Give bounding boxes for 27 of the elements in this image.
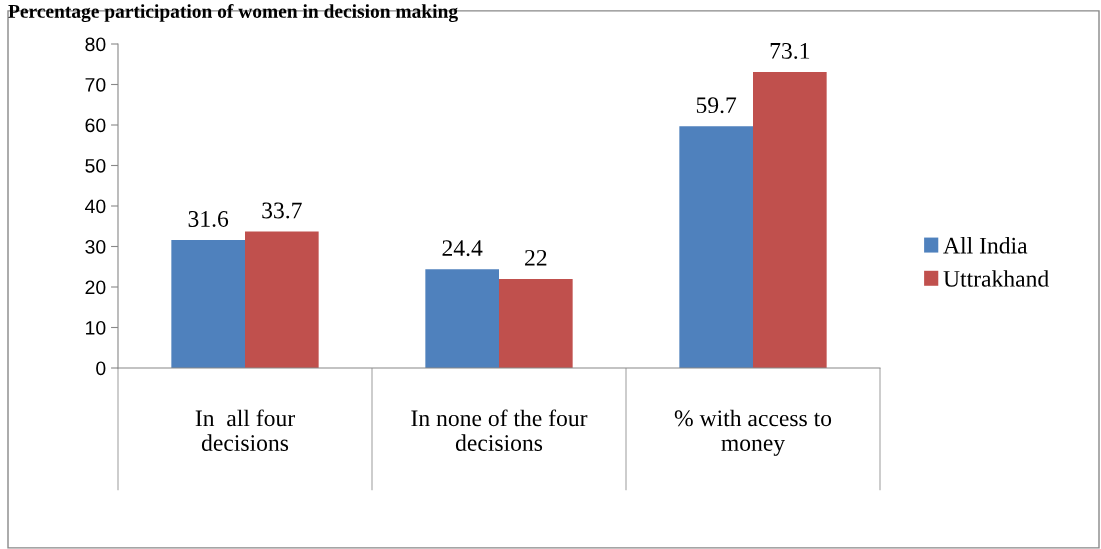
y-tick-label: 30: [85, 239, 106, 254]
y-tick-label: 0: [96, 361, 106, 376]
x-tick-label: In all four decisions: [195, 409, 295, 451]
bar: [245, 231, 319, 368]
bar: [425, 269, 499, 368]
y-tick-label: 10: [86, 320, 106, 335]
data-label: 73.1: [770, 42, 810, 59]
x-tick-label: % with access to money: [674, 409, 832, 456]
data-label: 33.7: [262, 202, 302, 219]
y-tick-label: 20: [85, 280, 106, 295]
data-label: 59.7: [696, 97, 737, 114]
legend-label: All India: [943, 237, 1028, 254]
bar: [499, 278, 573, 368]
bar: [753, 71, 827, 368]
y-tick-label: 60: [85, 118, 106, 133]
data-label: 24.4: [442, 240, 483, 257]
data-label: 22: [525, 249, 547, 266]
x-tick-label: In none of the four decisions: [411, 409, 588, 451]
y-tick-label: 50: [85, 158, 106, 173]
bar: [679, 126, 753, 368]
y-tick-label: 40: [85, 199, 106, 214]
legend-label: Uttrakhand: [943, 270, 1049, 287]
data-label: 31.6: [188, 211, 229, 227]
chart-title: Percentage participation of women in decision making: [8, 4, 458, 22]
y-tick-label: 80: [85, 37, 106, 52]
bar: [171, 240, 245, 368]
y-tick-label: 70: [85, 77, 106, 92]
